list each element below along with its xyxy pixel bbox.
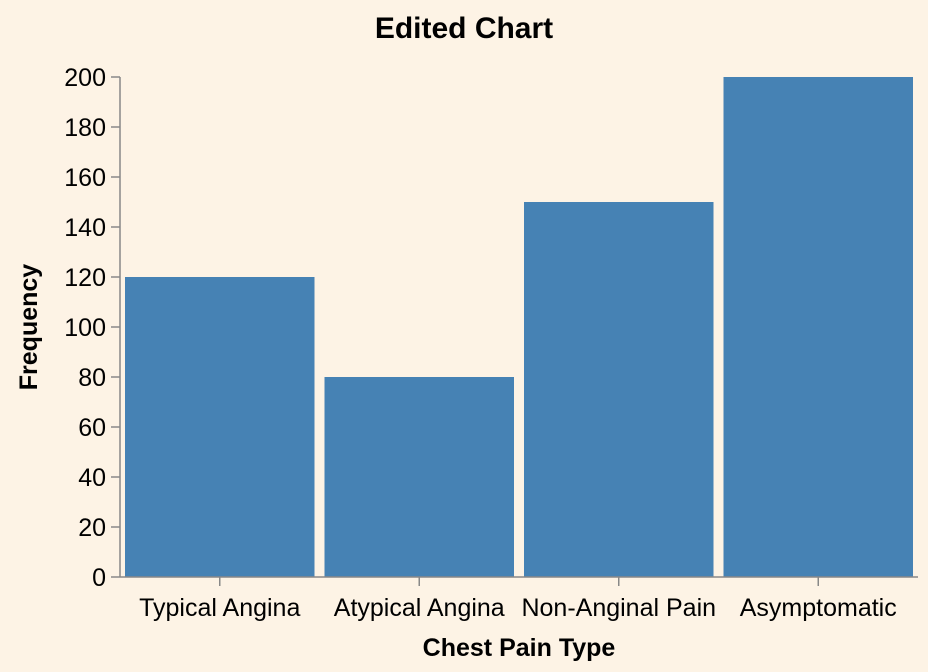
x-tick-label-0: Typical Angina <box>139 594 300 622</box>
y-tick-label-9: 180 <box>64 114 106 142</box>
y-axis-title: Frequency <box>15 264 43 391</box>
x-tick-label-2: Non-Anginal Pain <box>521 594 716 622</box>
chart-title: Edited Chart <box>375 12 553 45</box>
y-tick-label-8: 160 <box>64 164 106 192</box>
x-tick-label-1: Atypical Angina <box>334 594 505 622</box>
y-tick-label-6: 120 <box>64 264 106 292</box>
y-axis: 0 20 40 60 80 100 120 140 160 180 200 <box>64 64 121 592</box>
bars-group <box>125 77 913 577</box>
y-tick-label-5: 100 <box>64 314 106 342</box>
bar-0 <box>125 277 315 577</box>
bar-1 <box>324 377 514 577</box>
y-tick-label-3: 60 <box>78 414 106 442</box>
y-tick-label-0: 0 <box>92 564 106 592</box>
x-axis: Typical Angina Atypical Angina Non-Anginal… <box>120 576 918 622</box>
y-tick-label-7: 140 <box>64 214 106 242</box>
bar-3 <box>723 77 913 577</box>
y-tick-label-2: 40 <box>78 464 106 492</box>
x-axis-title: Chest Pain Type <box>423 634 616 662</box>
bar-2 <box>524 202 714 577</box>
y-tick-label-4: 80 <box>78 364 106 392</box>
x-tick-label-3: Asymptomatic <box>740 594 897 622</box>
y-tick-label-10: 200 <box>64 64 106 92</box>
y-tick-label-1: 20 <box>78 514 106 542</box>
